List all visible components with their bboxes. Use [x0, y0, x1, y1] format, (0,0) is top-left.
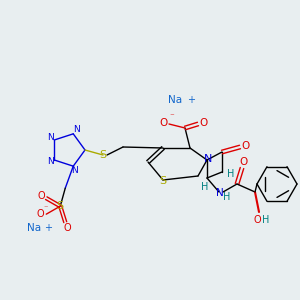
Text: O: O	[160, 118, 168, 128]
Text: N: N	[71, 166, 78, 175]
Text: N: N	[73, 125, 80, 134]
Text: ⁻: ⁻	[43, 204, 47, 213]
Text: O: O	[253, 215, 261, 225]
Text: O: O	[38, 191, 45, 201]
Text: Na: Na	[168, 95, 182, 105]
Text: +: +	[44, 223, 52, 233]
Text: N: N	[47, 158, 54, 166]
Text: H: H	[201, 182, 209, 192]
Text: H: H	[262, 215, 270, 225]
Text: S: S	[99, 150, 106, 160]
Text: N: N	[216, 188, 224, 198]
Text: H: H	[227, 169, 235, 179]
Text: O: O	[63, 223, 71, 233]
Text: N: N	[204, 154, 212, 164]
Text: S: S	[57, 201, 64, 211]
Text: H: H	[223, 192, 231, 202]
Text: N: N	[47, 133, 54, 142]
Text: ⁻: ⁻	[169, 112, 174, 122]
Text: O: O	[241, 141, 249, 151]
Text: O: O	[36, 209, 44, 219]
Text: S: S	[159, 176, 167, 186]
Text: O: O	[199, 118, 207, 128]
Text: Na: Na	[27, 223, 41, 233]
Text: O: O	[239, 157, 247, 167]
Text: +: +	[187, 95, 195, 105]
